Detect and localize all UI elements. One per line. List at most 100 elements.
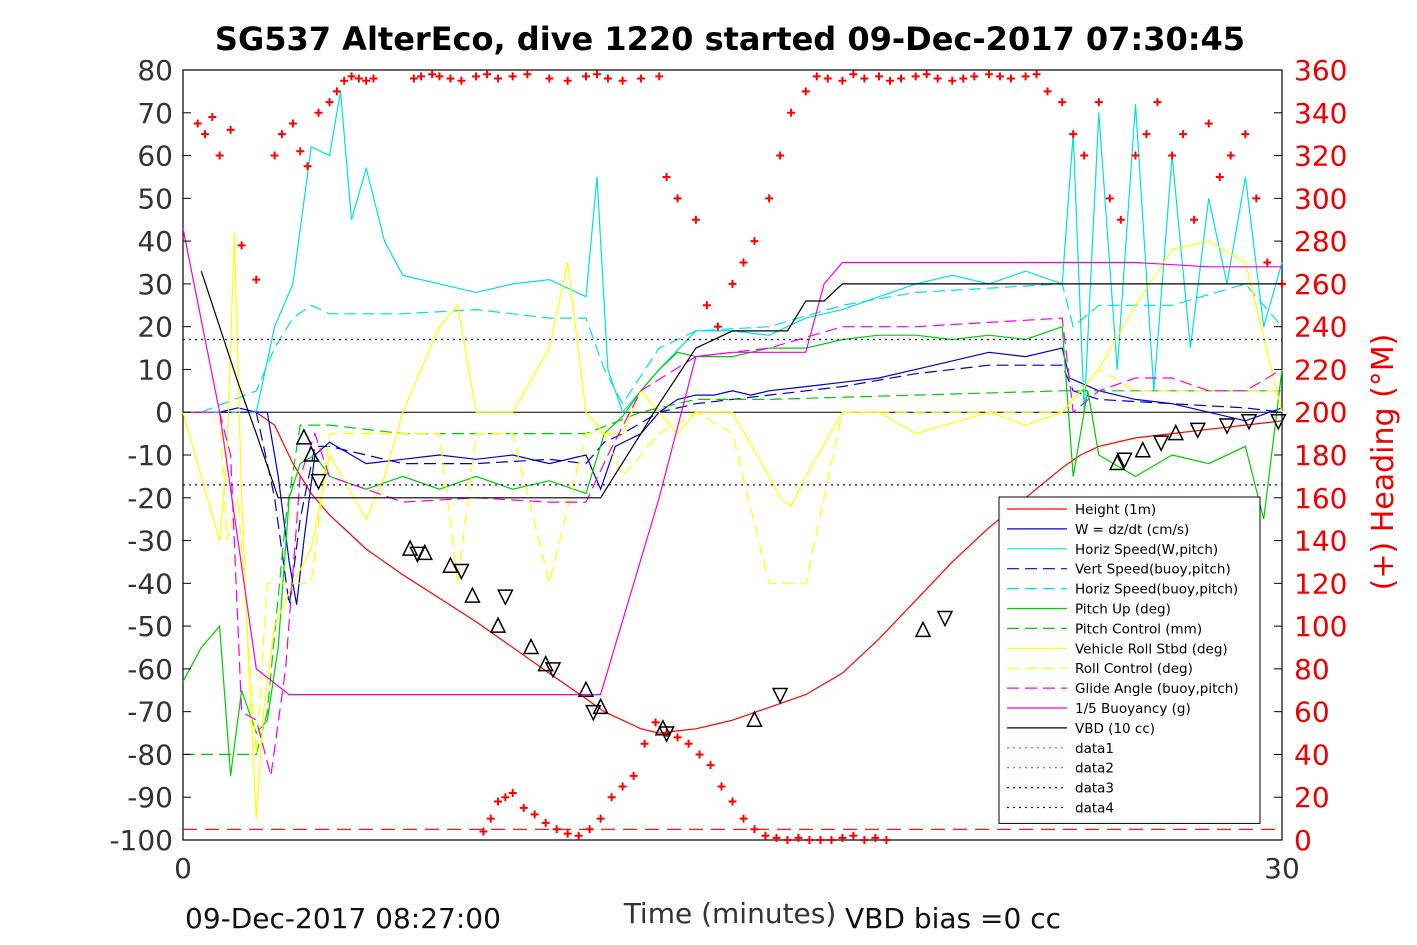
marker-down [1270,414,1287,431]
marker-down [453,563,470,581]
heading-point [1043,87,1052,96]
heading-point [486,814,495,823]
heading-point [838,833,847,842]
right-tick-label: 360 [1294,54,1347,87]
right-tick-label: 160 [1294,482,1347,515]
heading-point [706,761,715,770]
heading-point [574,831,583,840]
left-tick-label: -20 [127,482,173,515]
heading-point [457,76,466,85]
heading-point [1131,151,1140,160]
heading-point [911,72,920,81]
heading-point [651,718,660,727]
heading-point [592,70,601,79]
heading-point [303,162,312,171]
heading-point [523,70,532,79]
heading-point [1153,98,1162,107]
heading-layer [193,70,1286,844]
heading-point [508,72,517,81]
heading-point [508,788,517,797]
left-tick-label: -50 [127,610,173,643]
start-time-label: 09-Dec-2017 08:27:00 [185,902,501,935]
heading-point [970,72,979,81]
legend-entry: W = dz/dt (cm/s) [1075,522,1189,538]
right-tick-label: 80 [1294,653,1330,686]
marker-down [1189,422,1206,440]
heading-point [347,72,356,81]
left-tick-label: -100 [109,824,173,857]
heading-point [1252,194,1261,203]
heading-point [787,108,796,117]
heading-point [875,72,884,81]
heading-point [739,814,748,823]
marker-up [746,710,763,727]
heading-point [472,72,481,81]
heading-point [739,258,748,267]
heading-point [933,74,942,83]
heading-point [640,739,649,748]
heading-point [702,301,711,310]
left-tick-label: -10 [127,439,173,472]
right-tick-label: 340 [1294,97,1347,130]
heading-point [1069,130,1078,139]
legend: Height (1m) W = dz/dt (cm/s) Horiz Speed(W… [998,496,1261,824]
right-axis-label: (+) Heading (°M) [1366,334,1401,591]
heading-point [794,833,803,842]
heading-point [750,237,759,246]
heading-point [585,825,594,834]
series-line-0 [183,411,1283,734]
heading-point [765,194,774,203]
marker-down [771,687,789,705]
heading-point [545,74,554,83]
marker-down [658,726,675,743]
left-tick-label: 40 [137,225,173,258]
heading-point [494,74,503,83]
legend-box [998,496,1261,824]
legend-entry: data3 [1075,781,1114,797]
right-tick-label: 100 [1294,610,1347,643]
heading-point [805,836,814,844]
heading-point [897,74,906,83]
heading-point [519,803,528,812]
heading-point [849,70,858,79]
left-tick-label: -90 [127,781,173,814]
heading-point [636,74,645,83]
marker-down [585,704,602,722]
marker-down [310,473,327,491]
heading-point [409,74,418,83]
legend-entry: Vert Speed(buoy,pitch) [1075,562,1231,578]
x-tick-label: 30 [1264,852,1300,885]
heading-point [200,130,209,139]
series-line-11 [200,270,1282,499]
heading-point [1116,215,1125,224]
legend-entry: Height (1m) [1075,502,1156,518]
heading-point [801,87,810,96]
heading-point [959,74,968,83]
heading-point [812,72,821,81]
heading-point [948,76,957,85]
heading-point [362,76,371,85]
left-tick-label: -80 [127,738,173,771]
vbd-bias-label: VBD bias =0 cc [845,902,1061,935]
heading-point [340,76,349,85]
heading-point [882,836,891,844]
x-axis: 0 30 [174,832,1300,885]
marker-down [544,662,562,679]
heading-point [552,825,561,834]
heading-point [995,72,1004,81]
series-line-4 [201,283,1283,413]
right-tick-label: 60 [1294,696,1330,729]
heading-point [215,151,224,160]
marker-up [1167,423,1184,441]
series-line-2 [201,91,1283,414]
marker-down [1116,452,1133,469]
left-tick-label: 30 [137,268,173,301]
heading-point [1094,98,1103,107]
legend-entry: Glide Angle (buoy,pitch) [1075,681,1239,697]
heading-point [479,827,488,836]
right-tick-label: 240 [1294,311,1347,344]
heading-point [1190,215,1199,224]
heading-point [1241,130,1250,139]
right-tick-label: 40 [1294,738,1330,771]
heading-point [1215,172,1224,181]
